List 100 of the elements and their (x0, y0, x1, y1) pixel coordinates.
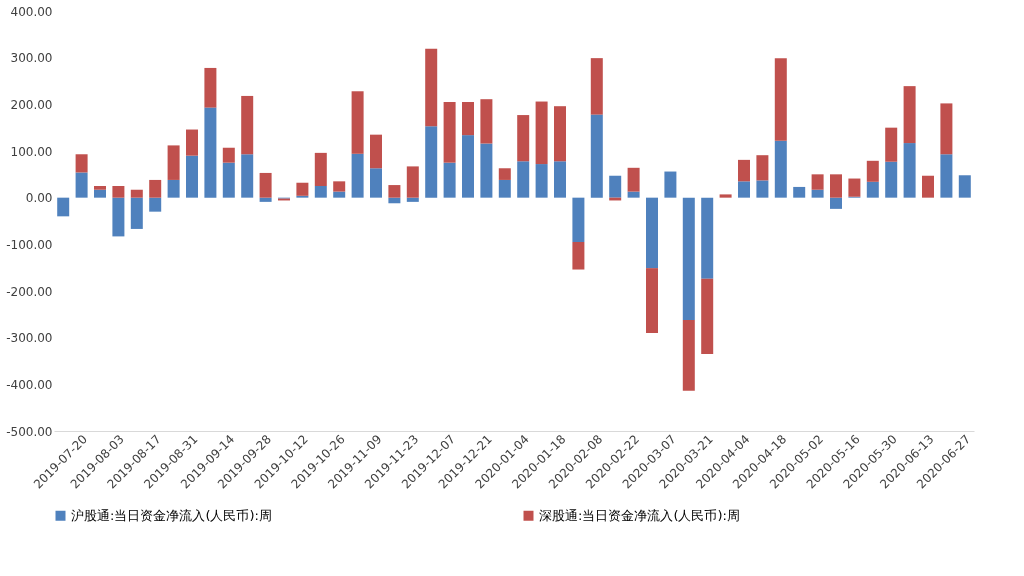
y-tick-label: -200.00 (6, 284, 53, 299)
bar (314, 186, 327, 198)
bar (351, 91, 364, 154)
bar (940, 154, 953, 198)
bar (94, 186, 106, 190)
bar (572, 197, 585, 242)
bar (370, 168, 382, 198)
bar (774, 58, 787, 141)
bar (535, 164, 548, 198)
bar (186, 129, 198, 156)
bar (701, 278, 714, 354)
legend-label: 深股通:当日资金净流入(人民币):周 (539, 507, 740, 523)
bar (866, 181, 879, 198)
bar (462, 102, 474, 136)
bar (314, 152, 327, 186)
bar (112, 186, 125, 198)
bar (112, 197, 125, 237)
bar (351, 153, 364, 198)
bar (443, 162, 456, 198)
bar (554, 106, 566, 162)
bar (885, 161, 898, 198)
bar (572, 242, 585, 270)
bar (848, 178, 861, 197)
bar (222, 162, 235, 198)
legend-label: 沪股通:当日资金净流入(人民币):周 (71, 507, 272, 523)
bar (627, 167, 640, 192)
bar (498, 168, 511, 180)
y-tick-label: 100.00 (10, 144, 53, 159)
bar (958, 175, 971, 198)
bar (241, 154, 254, 198)
bar (480, 99, 493, 144)
bar (167, 179, 180, 198)
bar (738, 181, 750, 198)
bar (259, 172, 272, 198)
y-tick-label: 400.00 (10, 4, 53, 19)
bar (370, 134, 382, 169)
bar (149, 197, 162, 212)
bar (738, 159, 750, 182)
bar (149, 179, 162, 198)
bar (811, 174, 824, 190)
bar (903, 86, 916, 144)
bar (517, 115, 530, 162)
bar (406, 166, 419, 198)
y-tick-label: 0.00 (25, 191, 53, 206)
bar (719, 194, 732, 198)
bar (94, 189, 106, 198)
bar (333, 191, 346, 198)
bar (903, 143, 916, 198)
bar (388, 185, 401, 198)
y-tick-label: -500.00 (6, 424, 53, 439)
bar (609, 175, 622, 198)
bar (388, 197, 401, 204)
bar (186, 155, 198, 198)
bar (462, 135, 474, 198)
bar (664, 171, 677, 198)
bar (940, 103, 953, 155)
bar (830, 174, 842, 198)
y-tick-label: -300.00 (6, 331, 53, 346)
y-tick-label: -100.00 (6, 237, 53, 252)
bar (682, 197, 695, 320)
bar (222, 147, 235, 163)
bar (75, 154, 88, 173)
bar (75, 172, 88, 198)
bar (204, 107, 217, 198)
bar (774, 140, 787, 198)
bar (590, 114, 603, 198)
bar (204, 67, 217, 108)
bar (590, 58, 603, 115)
bar (885, 127, 898, 162)
bar (130, 189, 143, 198)
bar (333, 181, 346, 192)
bar (646, 197, 658, 269)
bar (535, 101, 548, 165)
bar (922, 175, 934, 198)
bar (627, 191, 640, 198)
bar (554, 161, 566, 198)
y-tick-label: 300.00 (10, 51, 53, 66)
bar (241, 95, 254, 155)
bar (57, 197, 70, 217)
bar (296, 182, 309, 196)
bar (498, 179, 511, 198)
bar (425, 48, 438, 127)
bar (701, 197, 714, 279)
y-tick-label: -400.00 (6, 377, 53, 392)
bar (443, 102, 456, 163)
bar (811, 189, 824, 198)
bar (756, 180, 769, 198)
bar (793, 186, 806, 198)
y-tick-label: 200.00 (10, 97, 53, 112)
bar (167, 145, 180, 180)
bar (259, 197, 272, 202)
bar (406, 197, 419, 202)
bar (646, 268, 658, 333)
bar (682, 319, 695, 391)
bar (425, 126, 438, 198)
bar (130, 197, 143, 229)
bar (480, 143, 493, 198)
bar (517, 161, 530, 198)
bar (756, 155, 769, 181)
bar (866, 160, 879, 182)
